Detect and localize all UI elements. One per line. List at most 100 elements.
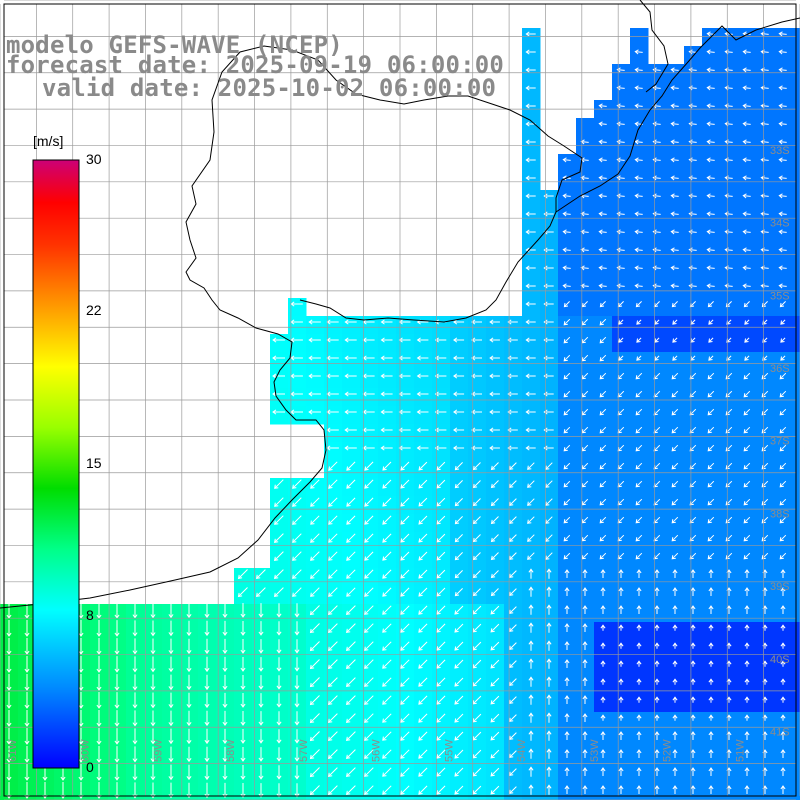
- wind-arrow: [309, 713, 320, 724]
- wind-arrow: [272, 391, 285, 397]
- wind-arrow: [761, 552, 769, 560]
- ocean-cell: [270, 388, 289, 407]
- wind-arrow: [240, 693, 246, 708]
- wind-arrow: [364, 515, 374, 525]
- wind-arrow: [670, 247, 679, 253]
- ocean-cell: [522, 262, 541, 281]
- ocean-cell: [522, 424, 541, 443]
- ocean-cell: [450, 406, 469, 425]
- wind-arrow: [672, 337, 678, 343]
- wind-arrow: [778, 229, 787, 235]
- ocean-cell: [684, 712, 703, 731]
- ocean-cell: [720, 28, 739, 47]
- wind-arrow: [240, 621, 246, 636]
- wind-arrow: [563, 372, 571, 380]
- wind-arrow: [380, 409, 393, 415]
- ocean-cell: [612, 640, 631, 659]
- wind-arrow: [636, 767, 642, 776]
- wind-arrow: [345, 677, 356, 688]
- wind-arrow: [364, 659, 374, 669]
- ocean-cell: [468, 514, 487, 533]
- latitude-label: 38S: [770, 508, 790, 520]
- ocean-cell: [612, 388, 631, 407]
- wind-arrow: [327, 749, 338, 760]
- ocean-cell: [720, 154, 739, 173]
- ocean-cell: [738, 460, 757, 479]
- wind-arrow: [309, 749, 320, 760]
- wind-arrow: [472, 498, 481, 507]
- ocean-cell: [720, 478, 739, 497]
- ocean-cell: [648, 82, 667, 101]
- wind-arrow: [582, 767, 588, 776]
- wind-arrow: [418, 479, 428, 489]
- ocean-cell: [630, 370, 649, 389]
- ocean-cell: [378, 658, 397, 677]
- ocean-cell: [432, 352, 451, 371]
- ocean-cell: [342, 622, 361, 641]
- wind-arrow: [364, 731, 374, 741]
- wind-arrow: [328, 479, 338, 489]
- wind-arrow: [743, 408, 751, 416]
- ocean-cell: [324, 604, 343, 623]
- wind-arrow: [364, 767, 374, 777]
- ocean-cell: [342, 640, 361, 659]
- wind-arrow: [345, 659, 356, 670]
- wind-arrow: [258, 711, 264, 726]
- wind-arrow: [528, 766, 534, 777]
- ocean-cell: [612, 370, 631, 389]
- ocean-cell: [738, 118, 757, 137]
- ocean-cell: [504, 784, 523, 800]
- ocean-cell: [630, 712, 649, 731]
- wind-arrow: [490, 731, 500, 741]
- wind-arrow: [344, 337, 357, 343]
- wind-arrow: [418, 497, 428, 507]
- ocean-cell: [594, 280, 613, 299]
- wind-arrow: [779, 552, 787, 560]
- wind-arrow: [525, 49, 536, 55]
- ocean-cell: [378, 748, 397, 767]
- wind-arrow: [454, 480, 463, 489]
- ocean-cell: [432, 604, 451, 623]
- wind-vector-arrows: [6, 31, 787, 799]
- ocean-cell: [270, 514, 289, 533]
- ocean-cell: [378, 442, 397, 461]
- wind-arrow: [345, 731, 356, 742]
- ocean-cell: [666, 226, 685, 245]
- ocean-cell: [612, 424, 631, 443]
- ocean-cell: [594, 406, 613, 425]
- ocean-cell: [576, 424, 595, 443]
- wind-arrow: [96, 764, 102, 781]
- wind-arrow: [779, 372, 787, 380]
- wind-arrow: [780, 767, 786, 776]
- ocean-cell: [612, 532, 631, 551]
- wind-arrow: [543, 373, 554, 379]
- ocean-cell: [558, 388, 577, 407]
- wind-arrow: [508, 786, 517, 795]
- ocean-cell: [774, 244, 793, 263]
- ocean-cell: [756, 334, 775, 353]
- ocean-cell: [774, 262, 793, 281]
- wind-arrow: [436, 587, 446, 597]
- ocean-cell: [450, 460, 469, 479]
- wind-arrow: [672, 678, 678, 685]
- wind-arrow: [618, 569, 624, 578]
- wind-arrow: [706, 211, 715, 217]
- wind-arrow: [150, 746, 156, 763]
- wind-arrow: [436, 461, 446, 471]
- ocean-cell: [756, 514, 775, 533]
- wind-arrow: [346, 587, 356, 597]
- longitude-label: 51W: [734, 739, 746, 762]
- wind-arrow: [618, 678, 624, 685]
- wind-arrow: [528, 604, 534, 615]
- ocean-cell: [684, 118, 703, 137]
- wind-arrow: [654, 749, 660, 758]
- ocean-cell: [774, 676, 793, 695]
- ocean-cell: [594, 532, 613, 551]
- ocean-cell: [630, 532, 649, 551]
- wind-arrow: [706, 157, 715, 163]
- wind-arrow: [616, 175, 625, 181]
- ocean-cell: [288, 550, 307, 569]
- wind-arrow: [310, 479, 320, 489]
- wind-arrow: [525, 193, 536, 199]
